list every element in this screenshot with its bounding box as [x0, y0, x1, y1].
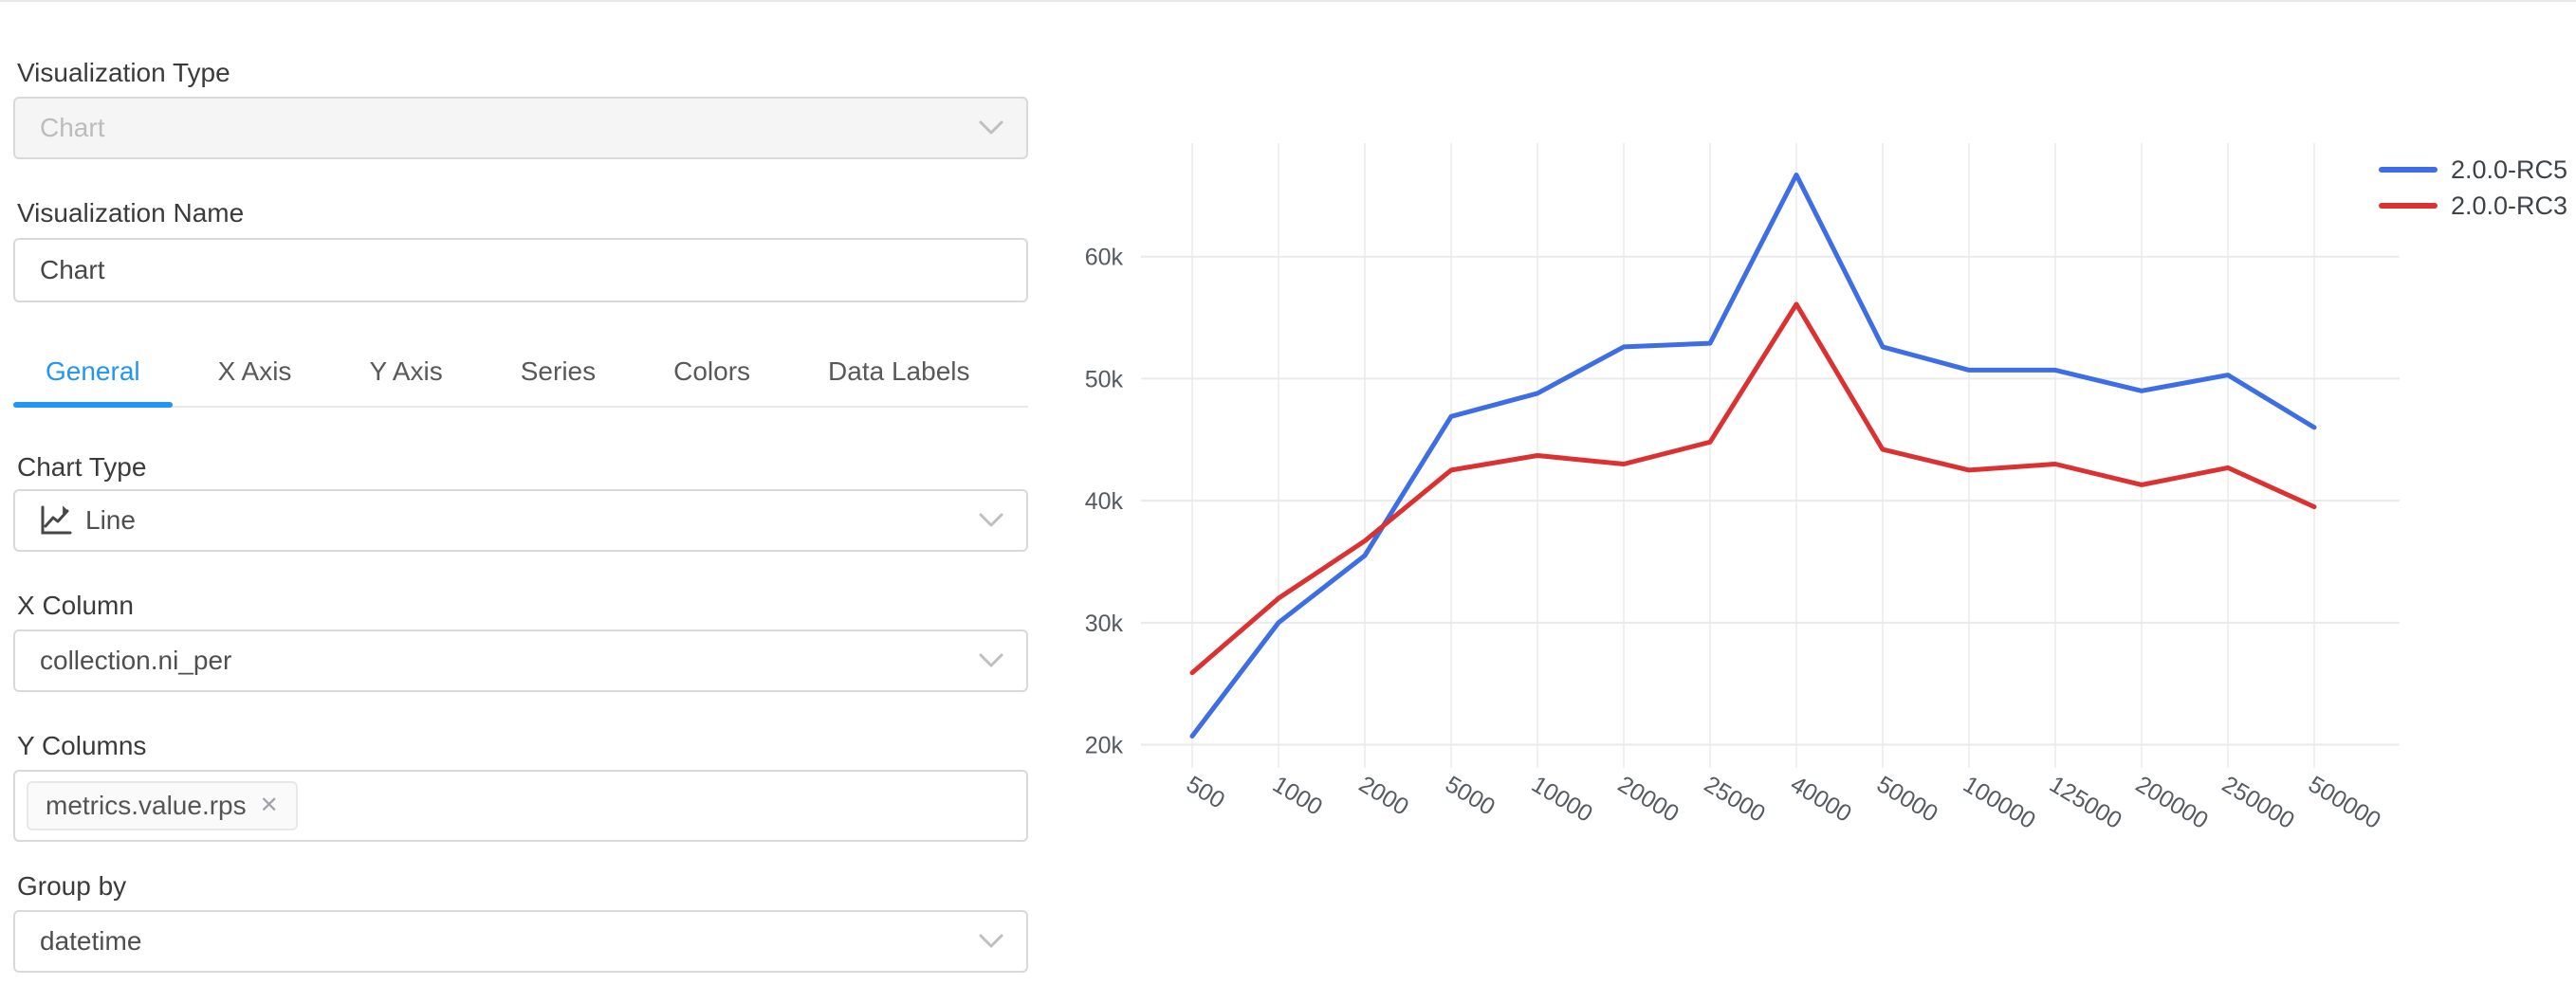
x-column-label: X Column	[17, 591, 134, 620]
x-tick-label: 250000	[2217, 771, 2299, 834]
chevron-down-icon	[979, 653, 1003, 668]
y-tick-label: 30k	[1085, 611, 1124, 637]
chart-type-label: Chart Type	[17, 452, 147, 482]
tab-series[interactable]: Series	[520, 356, 597, 386]
y-columns-multiselect[interactable]: metrics.value.rps ✕	[13, 770, 1028, 842]
x-tick-label: 2000	[1354, 771, 1413, 821]
x-column-select[interactable]: collection.ni_per	[13, 629, 1028, 692]
legend-label: 2.0.0-RC5	[2451, 155, 2568, 184]
x-tick-label: 50000	[1872, 771, 1942, 828]
y-column-tag: metrics.value.rps ✕	[27, 781, 298, 830]
y-tick-label: 60k	[1085, 245, 1124, 271]
settings-tabs: General X Axis Y Axis Series Colors Data…	[13, 351, 1028, 408]
remove-tag-icon[interactable]: ✕	[259, 793, 279, 818]
tab-x-axis[interactable]: X Axis	[217, 356, 292, 386]
group-by-label: Group by	[17, 871, 127, 901]
x-tick-label: 20000	[1613, 771, 1684, 828]
tab-colors[interactable]: Colors	[673, 356, 751, 386]
y-tick-label: 50k	[1085, 366, 1124, 392]
tab-y-axis[interactable]: Y Axis	[369, 356, 443, 386]
chevron-down-icon	[979, 934, 1003, 949]
visualization-name-field	[13, 238, 1028, 302]
visualization-name-label: Visualization Name	[17, 198, 245, 228]
legend-item-2.0.0-RC5[interactable]: 2.0.0-RC5	[2379, 152, 2567, 188]
visualization-type-label: Visualization Type	[17, 58, 230, 87]
x-tick-label: 125000	[2045, 771, 2126, 834]
chevron-down-icon	[979, 513, 1003, 528]
x-column-value: collection.ni_per	[40, 646, 232, 675]
x-tick-label: 500000	[2304, 771, 2385, 834]
line-chart-icon	[40, 505, 72, 536]
chevron-down-icon	[979, 120, 1003, 136]
chart-type-value: Line	[85, 505, 136, 535]
x-tick-label: 5000	[1441, 771, 1500, 821]
legend-swatch	[2379, 203, 2438, 209]
legend-item-2.0.0-RC3[interactable]: 2.0.0-RC3	[2379, 188, 2567, 224]
x-tick-label: 200000	[2131, 771, 2213, 834]
tab-general[interactable]: General	[13, 351, 173, 408]
legend-swatch	[2379, 167, 2438, 173]
visualization-type-value: Chart	[40, 113, 105, 142]
legend-label: 2.0.0-RC3	[2451, 191, 2568, 220]
group-by-value: datetime	[40, 926, 142, 956]
y-tick-label: 40k	[1085, 488, 1124, 515]
y-column-tag-label: metrics.value.rps	[46, 791, 247, 820]
chart-type-select[interactable]: Line	[13, 489, 1028, 552]
x-tick-label: 500	[1182, 771, 1229, 813]
chart-legend: 2.0.0-RC5 2.0.0-RC3	[2379, 152, 2567, 224]
y-tick-label: 20k	[1085, 733, 1124, 759]
x-tick-label: 1000	[1268, 771, 1327, 821]
visualization-type-select: Chart	[13, 97, 1028, 159]
tab-data-labels[interactable]: Data Labels	[828, 356, 970, 386]
chart-plot-area: 20k 30k 40k 50k 60k 500 1000 2000 5000 10000 20000…	[1085, 143, 2400, 834]
y-columns-label: Y Columns	[17, 731, 147, 760]
series-line-2.0.0-RC5	[1189, 173, 2317, 739]
series-line-2.0.0-RC3	[1189, 301, 2317, 676]
line-chart: 20k 30k 40k 50k 60k 500 1000 2000 5000 10000 20000…	[1043, 2, 2576, 1003]
group-by-select[interactable]: datetime	[13, 910, 1028, 973]
visualization-name-input[interactable]	[40, 255, 1002, 285]
x-tick-label: 10000	[1527, 771, 1597, 828]
x-tick-label: 25000	[1700, 771, 1770, 828]
x-tick-label: 40000	[1786, 771, 1856, 828]
x-tick-label: 100000	[1959, 771, 2040, 834]
